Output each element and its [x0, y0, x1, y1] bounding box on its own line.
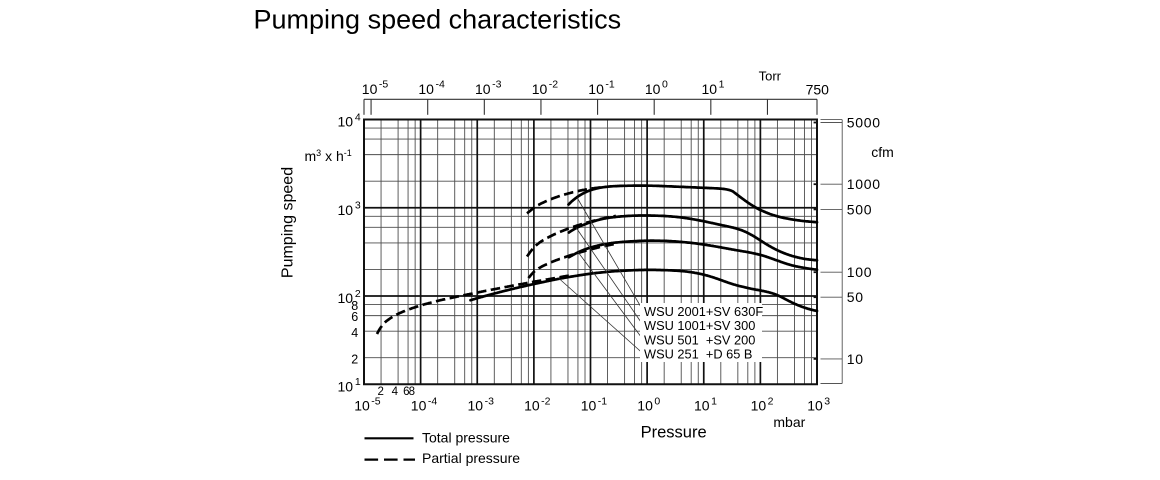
svg-text:6: 6: [403, 386, 409, 398]
svg-text:8: 8: [351, 299, 358, 313]
svg-text:10: 10: [847, 351, 864, 367]
svg-text:Partial pressure: Partial pressure: [422, 450, 520, 466]
svg-text:Torr: Torr: [759, 69, 782, 84]
svg-text:WSU 1001+SV 300: WSU 1001+SV 300: [644, 318, 755, 333]
svg-text:Total pressure: Total pressure: [422, 430, 510, 446]
svg-text:mbar: mbar: [773, 414, 805, 430]
svg-text:Pumping speed: Pumping speed: [280, 167, 297, 278]
svg-text:WSU 2001+SV 630F: WSU 2001+SV 630F: [644, 304, 763, 319]
svg-text:4: 4: [392, 386, 399, 398]
svg-text:2: 2: [377, 386, 383, 398]
svg-text:6: 6: [351, 310, 358, 324]
svg-text:4: 4: [351, 326, 358, 340]
svg-text:cfm: cfm: [871, 144, 894, 160]
svg-text:5000: 5000: [847, 115, 881, 131]
svg-text:WSU 251 +D 65 B: WSU 251 +D 65 B: [644, 347, 752, 362]
svg-text:750: 750: [806, 81, 830, 97]
svg-text:500: 500: [847, 201, 872, 217]
svg-text:50: 50: [847, 289, 864, 305]
svg-text:8: 8: [409, 386, 415, 398]
svg-text:Pressure: Pressure: [641, 424, 707, 442]
svg-text:Pumping speed characteristics: Pumping speed characteristics: [254, 4, 622, 34]
svg-text:WSU 501 +SV 200: WSU 501 +SV 200: [644, 332, 755, 347]
svg-text:2: 2: [351, 352, 358, 366]
svg-text:1000: 1000: [847, 176, 881, 192]
svg-text:100: 100: [847, 264, 872, 280]
